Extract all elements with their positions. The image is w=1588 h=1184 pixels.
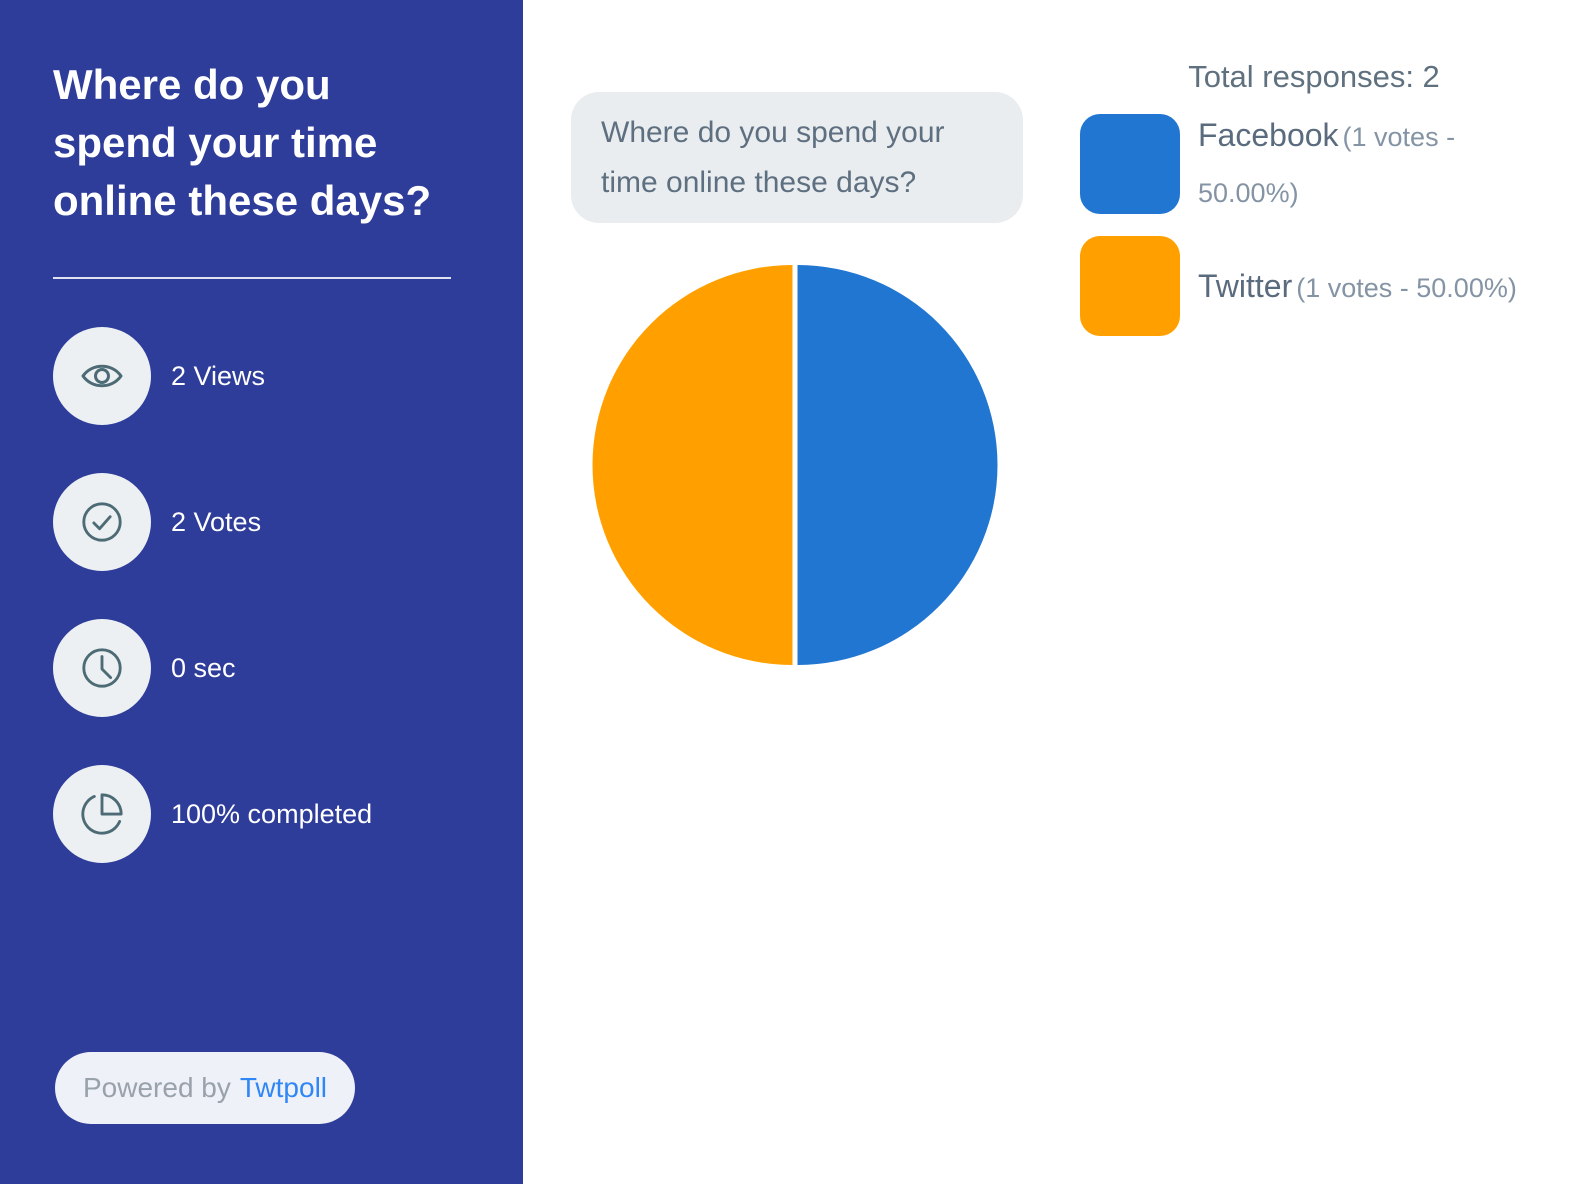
votes-count-label: 2 Votes: [171, 506, 262, 537]
eye-icon: [53, 327, 151, 425]
legend-item-detail: (1 votes - 50.00%): [1296, 272, 1517, 303]
twtpoll-link[interactable]: Twtpoll: [239, 1072, 328, 1103]
powered-by-text: Powered by: [83, 1072, 231, 1103]
poll-question-title: Where do you spend your time online thes…: [53, 61, 432, 224]
legend-item-twitter[interactable]: Twitter (1 votes - 50.00%): [1080, 236, 1548, 337]
pie-slice-twitter[interactable]: [592, 265, 793, 665]
stat-row-completion: 100% completed: [53, 765, 372, 863]
sidebar-divider: [53, 277, 451, 279]
pie-chart: [592, 265, 998, 665]
legend-title: Total responses: 2: [1188, 59, 1440, 94]
pie-slice-facebook[interactable]: [797, 265, 998, 665]
legend-swatch-facebook: [1080, 113, 1180, 214]
stat-row-views: 2 Views: [53, 327, 265, 425]
results-panel: Where do you spend your time online thes…: [523, 0, 1588, 1184]
sidebar: Where do you spend your time online thes…: [0, 0, 523, 1184]
legend-item-detail: (1 votes - 50.00%): [1198, 122, 1456, 208]
question-bubble: Where do you spend your time online thes…: [571, 92, 1023, 223]
powered-by-badge: Powered by Twtpoll: [55, 1052, 356, 1124]
legend-item-name: Facebook: [1198, 117, 1339, 153]
time-spent-label: 0 sec: [171, 652, 236, 683]
stat-row-time: 0 sec: [53, 619, 236, 717]
views-count-label: 2 Views: [171, 360, 266, 391]
pie-chart-icon: [53, 765, 151, 863]
stat-row-votes: 2 Votes: [53, 473, 261, 571]
completion-label: 100% completed: [171, 798, 373, 829]
legend-swatch-twitter: [1080, 236, 1180, 337]
legend-item-facebook[interactable]: Facebook (1 votes - 50.00%): [1080, 108, 1548, 219]
check-circle-icon: [53, 473, 151, 571]
clock-icon: [53, 619, 151, 717]
legend-item-name: Twitter: [1198, 267, 1293, 304]
chart-legend: Total responses: 2 Facebook (1 votes - 50…: [1080, 56, 1548, 353]
